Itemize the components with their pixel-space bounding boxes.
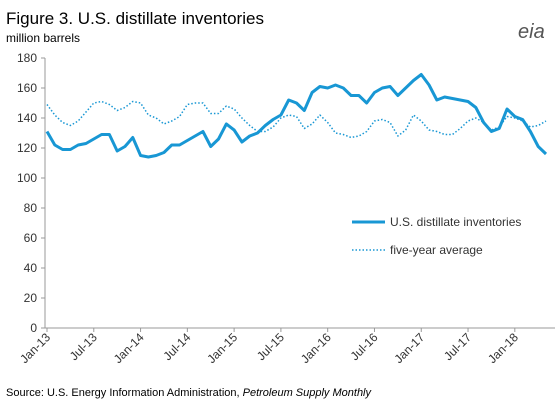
y-tick-label: 120 bbox=[17, 141, 37, 155]
x-tick-label: Jul-16 bbox=[348, 330, 381, 363]
source-italic: Petroleum Supply Monthly bbox=[243, 387, 373, 399]
legend-label: five-year average bbox=[390, 243, 483, 257]
source: Source: U.S. Energy Information Administ… bbox=[6, 387, 373, 399]
y-tick-label: 40 bbox=[24, 261, 38, 275]
x-tick-label: Jan-15 bbox=[204, 330, 240, 366]
legend-label: U.S. distillate inventories bbox=[390, 215, 521, 229]
x-tick-label: Jan-14 bbox=[111, 330, 147, 366]
y-tick-label: 100 bbox=[17, 171, 37, 185]
x-tick-label: Jan-13 bbox=[17, 330, 53, 366]
x-tick-label: Jul-15 bbox=[254, 330, 287, 363]
y-tick-label: 0 bbox=[30, 321, 37, 335]
y-axis-label: million barrels bbox=[6, 31, 80, 45]
y-tick-label: 160 bbox=[17, 81, 37, 95]
logo: eia bbox=[518, 21, 545, 43]
y-tick-label: 140 bbox=[17, 111, 37, 125]
x-tick-label: Jul-14 bbox=[160, 330, 193, 363]
x-tick-label: Jan-17 bbox=[392, 330, 428, 366]
chart-title: Figure 3. U.S. distillate inventories bbox=[6, 9, 264, 28]
series-line bbox=[46, 100, 547, 139]
x-tick-label: Jul-17 bbox=[441, 330, 474, 363]
y-tick-label: 20 bbox=[24, 291, 38, 305]
y-tick-label: 180 bbox=[17, 51, 37, 65]
y-tick-label: 60 bbox=[24, 231, 38, 245]
x-tick-label: Jul-13 bbox=[67, 330, 100, 363]
source-text: Source: U.S. Energy Information Administ… bbox=[6, 387, 243, 399]
x-tick-label: Jan-18 bbox=[485, 330, 521, 366]
series-line bbox=[45, 73, 548, 159]
x-tick-label: Jan-16 bbox=[298, 330, 334, 366]
y-tick-label: 80 bbox=[24, 201, 38, 215]
